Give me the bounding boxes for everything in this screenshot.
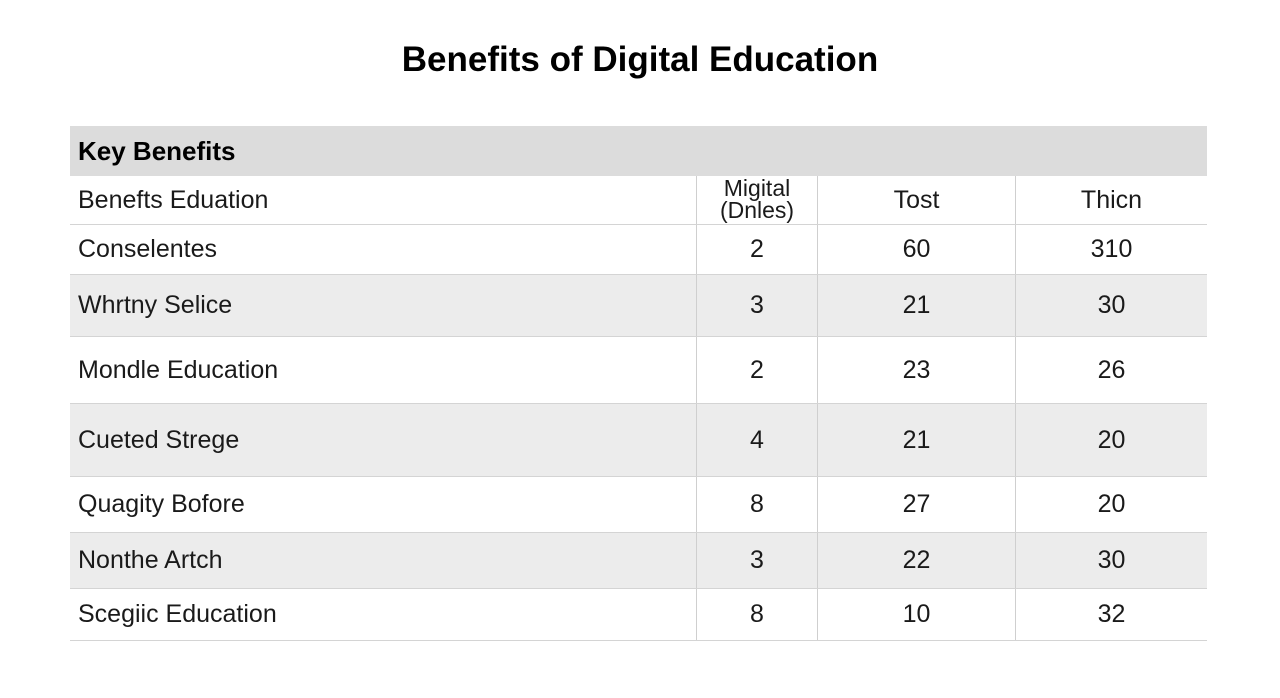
table-row: Scegiic Education 8 10 32	[70, 589, 1207, 641]
column-header: Benefts Eduation	[78, 185, 269, 214]
row-label: Whrtny Selice	[78, 291, 233, 319]
row-label: Scegiic Education	[78, 600, 277, 628]
column-header: Migital (Dnles)	[696, 176, 817, 224]
table-header-row: Benefts Eduation Migital (Dnles) Tost Thicn	[70, 176, 1207, 225]
table-value: 8	[696, 477, 817, 532]
row-label: Mondle Education	[78, 355, 279, 384]
table-value: 26	[1015, 337, 1207, 403]
table-value: 8	[696, 589, 817, 640]
table-value: 23	[817, 337, 1015, 403]
table-row: Conselentes 2 60 310	[70, 225, 1207, 275]
table-value: 21	[817, 404, 1015, 476]
column-header: Tost	[817, 176, 1015, 224]
table-value: 2	[696, 225, 817, 274]
table-value: 20	[1015, 477, 1207, 532]
table-row: Nonthe Artch 3 22 30	[70, 533, 1207, 589]
table-value: 3	[696, 275, 817, 336]
table-value: 3	[696, 533, 817, 588]
table: Key Benefits Benefts Eduation Migital (Dn…	[70, 126, 1207, 641]
table-value: 32	[1015, 589, 1207, 640]
table-row: Mondle Education 2 23 26	[70, 337, 1207, 404]
row-label: Conselentes	[78, 235, 217, 263]
table-value: 20	[1015, 404, 1207, 476]
table-row: Whrtny Selice 3 21 30	[70, 275, 1207, 337]
table-value: 310	[1015, 225, 1207, 274]
table-value: 27	[817, 477, 1015, 532]
table-row: Cueted Strege 4 21 20	[70, 404, 1207, 477]
table-section-header: Key Benefits	[70, 126, 1207, 176]
column-header: Thicn	[1015, 176, 1207, 224]
table-value: 2	[696, 337, 817, 403]
row-label: Nonthe Artch	[78, 546, 223, 574]
row-label: Cueted Strege	[78, 425, 240, 454]
table-value: 22	[817, 533, 1015, 588]
row-label: Quagity Bofore	[78, 490, 245, 518]
table-value: 10	[817, 589, 1015, 640]
table-row: Quagity Bofore 8 27 20	[70, 477, 1207, 533]
table-value: 30	[1015, 275, 1207, 336]
table-value: 21	[817, 275, 1015, 336]
page-title: Benefits of Digital Education	[401, 40, 879, 79]
table-value: 60	[817, 225, 1015, 274]
table-value: 30	[1015, 533, 1207, 588]
table-value: 4	[696, 404, 817, 476]
